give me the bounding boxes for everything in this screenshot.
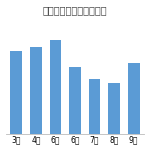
Bar [50, 40, 61, 134]
Title: 気象庁の月別予報的中率: 気象庁の月別予報的中率 [43, 6, 107, 16]
Bar [69, 67, 81, 134]
Bar [30, 47, 42, 134]
Bar [108, 84, 120, 134]
Bar [89, 79, 100, 134]
Bar [11, 51, 22, 134]
Bar [128, 63, 140, 134]
